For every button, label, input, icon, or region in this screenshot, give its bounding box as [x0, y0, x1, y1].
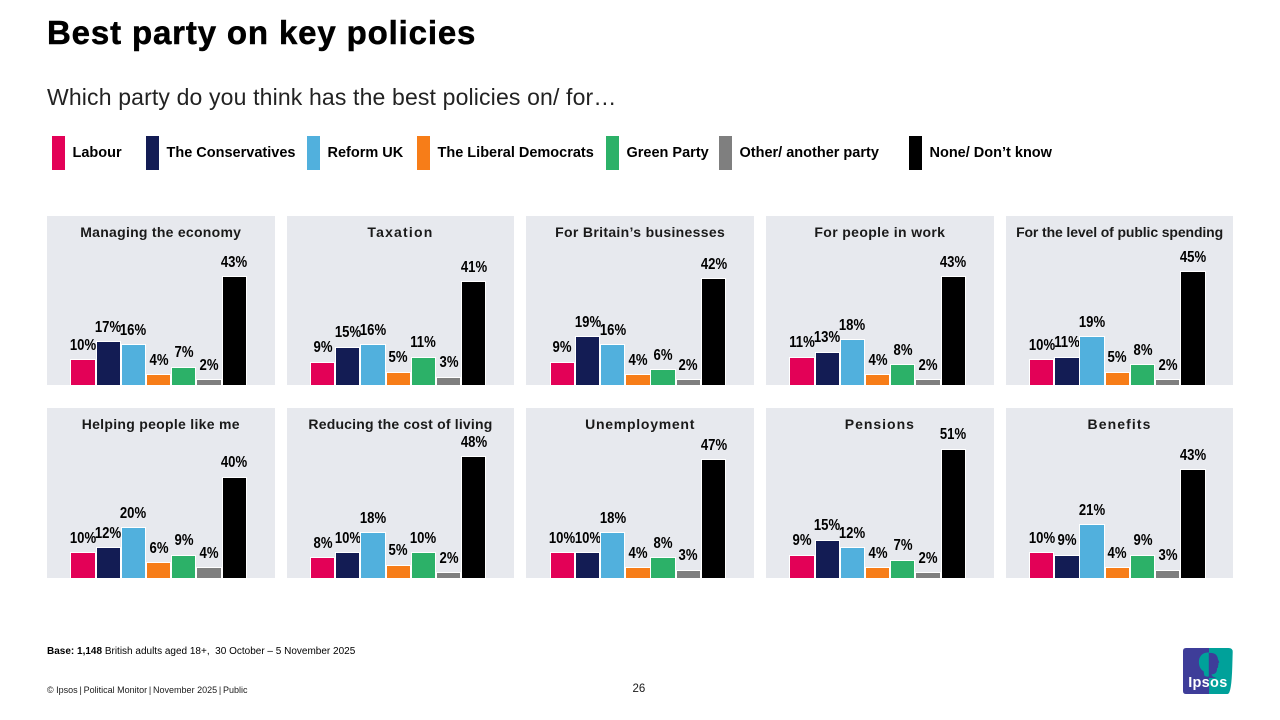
svg-text:Ipsos: Ipsos: [1188, 675, 1227, 691]
